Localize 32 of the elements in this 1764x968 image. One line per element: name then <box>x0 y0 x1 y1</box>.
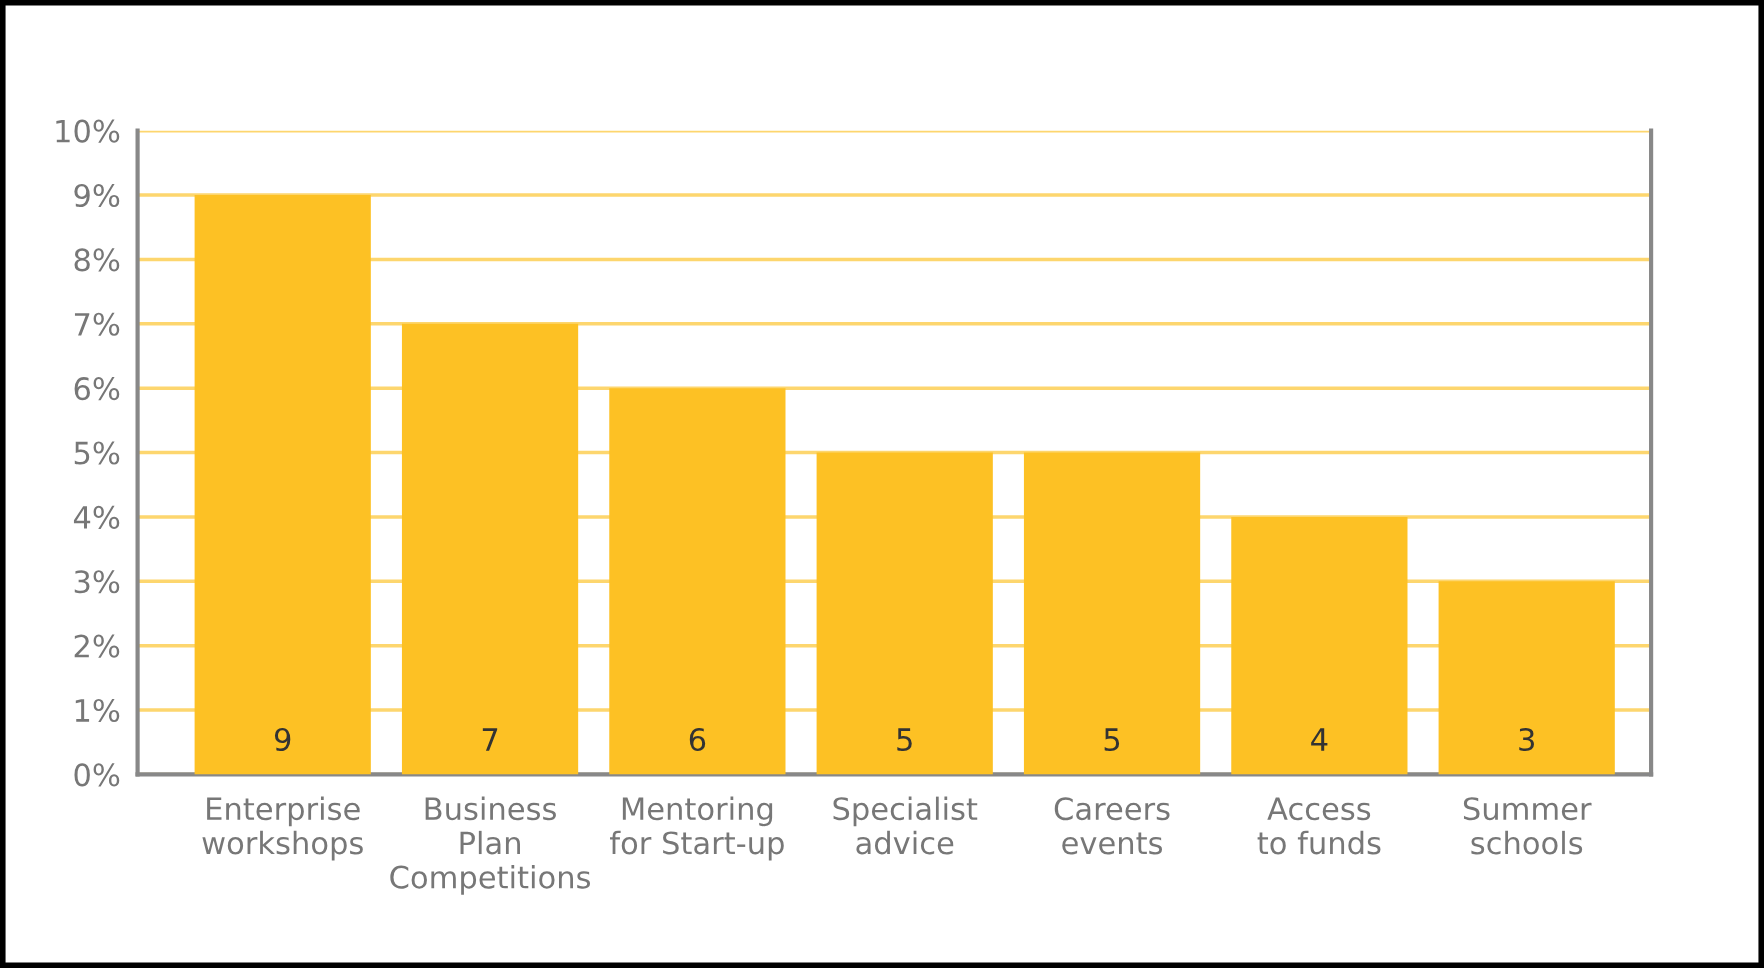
bar <box>816 452 993 775</box>
data-label: 4 <box>1311 728 1328 751</box>
x-tick-label: Mentoring for Start-up <box>610 796 784 861</box>
data-label: 5 <box>897 728 912 752</box>
bar <box>1438 581 1615 775</box>
data-label: 5 <box>1104 728 1120 752</box>
y-tick-label: 7% <box>74 312 120 336</box>
data-label: 6 <box>689 727 706 752</box>
x-tick-label: Enterprise workshops <box>202 796 363 861</box>
y-tick-label: 2% <box>74 634 120 658</box>
y-tick-label: 3% <box>74 570 120 594</box>
y-tick-label: 9% <box>74 183 120 208</box>
y-tick-label: 10% <box>56 119 120 143</box>
bar <box>194 195 371 775</box>
bar <box>1231 516 1408 775</box>
x-tick-label: Specialist advice <box>833 796 978 855</box>
y-tick-label: 5% <box>74 441 120 465</box>
y-tick-label: 0% <box>74 763 120 787</box>
x-tick-label: Business Plan Competitions <box>390 796 591 895</box>
data-label: 3 <box>1519 727 1534 752</box>
data-label: 9 <box>274 727 291 752</box>
x-tick-label: Summer schools <box>1463 797 1592 855</box>
bar <box>609 388 786 775</box>
x-tick-label: Careers events <box>1054 797 1170 855</box>
bar <box>1023 452 1201 775</box>
y-tick-label: 6% <box>74 377 120 401</box>
y-tick-label: 1% <box>75 698 120 723</box>
y-tick-label: 4% <box>73 505 120 529</box>
bar <box>401 323 579 775</box>
y-tick-label: 8% <box>74 248 120 272</box>
x-tick-label: Access to funds <box>1257 797 1381 855</box>
data-label: 7 <box>482 728 498 751</box>
